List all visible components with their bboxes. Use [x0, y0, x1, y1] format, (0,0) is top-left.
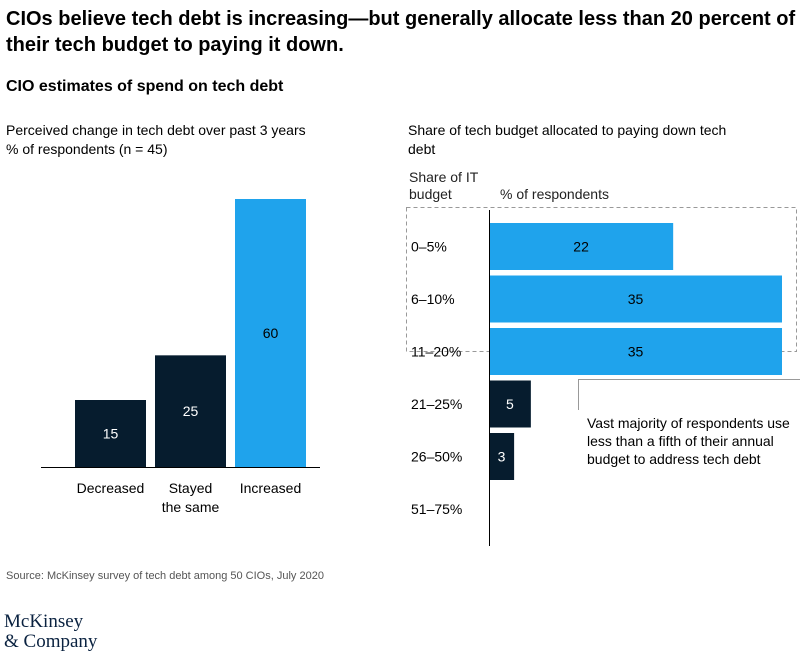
bar-decreased	[75, 400, 146, 467]
hbar-3	[489, 380, 531, 428]
annotation-note: Vast majority of respondents use less th…	[587, 415, 790, 467]
category-label: Stayed	[169, 480, 213, 496]
chart-subtitle: CIO estimates of spend on tech debt	[6, 78, 284, 95]
hbar-value-label: 35	[628, 291, 644, 307]
hbar-value-label: 3	[498, 449, 506, 465]
mckinsey-logo: McKinsey & Company	[4, 612, 97, 652]
hbar-4	[489, 433, 515, 480]
logo-line-2: & Company	[4, 631, 98, 652]
category-label: Increased	[240, 480, 301, 496]
left-chart-unit: % of respondents (n = 45)	[6, 141, 168, 157]
left-chart-title: Perceived change in tech debt over past …	[6, 122, 306, 138]
hbar-2	[489, 328, 782, 375]
hbar-0	[489, 223, 674, 270]
row-label: 0–5%	[411, 239, 447, 255]
y-axis-header: Share of IT budget	[409, 169, 479, 202]
logo-line-1: McKinsey	[4, 611, 84, 632]
row-label: 6–10%	[411, 291, 455, 307]
row-label: 21–25%	[411, 396, 462, 412]
hbar-1	[489, 275, 782, 323]
bar-value-label: 25	[183, 403, 199, 419]
category-label: the same	[162, 499, 220, 515]
chart-title: CIOs believe tech debt is increasing—but…	[6, 8, 796, 56]
row-label: 51–75%	[411, 501, 462, 517]
right-chart-title: Share of tech budget allocated to paying…	[408, 122, 727, 157]
hbar-value-label: 35	[628, 344, 644, 360]
hbar-value-label: 22	[573, 239, 589, 255]
x-axis-header: % of respondents	[500, 186, 609, 202]
bar-stayed-the-same	[155, 355, 226, 467]
category-label: Decreased	[77, 480, 145, 496]
bar-value-label: 60	[263, 325, 279, 341]
bar-value-label: 15	[103, 426, 119, 442]
left-chart-title-block: Perceived change in tech debt over past …	[6, 121, 306, 159]
hbar-value-label: 5	[506, 396, 514, 412]
row-label: 11–20%	[411, 344, 461, 360]
source-note: Source: McKinsey survey of tech debt amo…	[6, 570, 324, 582]
row-label: 26–50%	[411, 449, 462, 465]
bar-increased	[235, 199, 306, 467]
